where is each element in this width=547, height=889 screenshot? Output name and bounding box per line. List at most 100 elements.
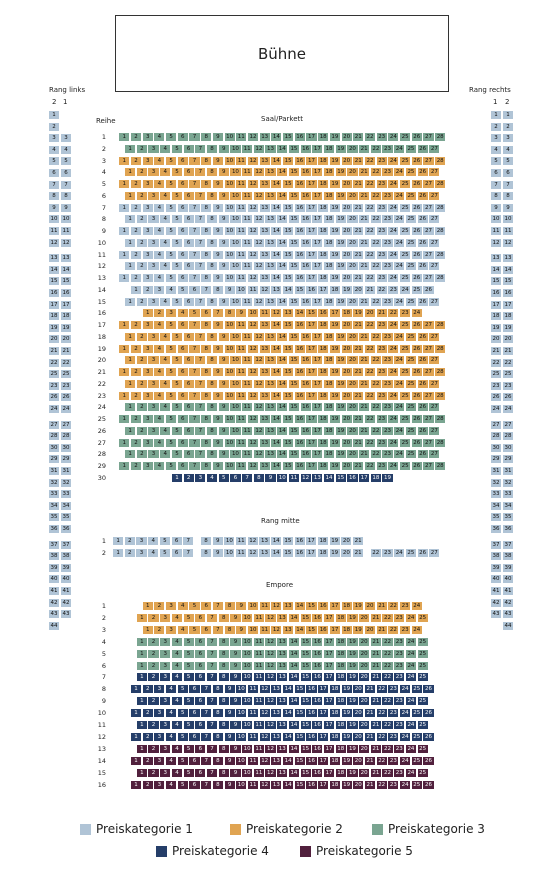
seat[interactable]: 12	[300, 473, 311, 482]
seat[interactable]: 7	[206, 768, 218, 777]
seat[interactable]: 21	[353, 391, 364, 400]
seat[interactable]: 10	[224, 391, 235, 400]
seat[interactable]: 3	[154, 780, 165, 789]
seat[interactable]: 12	[265, 613, 276, 622]
seat[interactable]: 6	[201, 602, 212, 610]
seat[interactable]: 3	[142, 438, 153, 447]
seat[interactable]: 27	[423, 391, 434, 400]
seat[interactable]: 22	[382, 744, 393, 753]
seat[interactable]: 19	[347, 613, 358, 622]
seat[interactable]: 24	[388, 415, 399, 423]
seat[interactable]: 11	[236, 438, 247, 447]
rang-rechts-seat[interactable]: 3	[503, 134, 513, 143]
seat[interactable]: 13	[277, 673, 288, 682]
seat[interactable]: 24	[388, 274, 399, 282]
seat[interactable]: 14	[277, 403, 288, 412]
seat[interactable]: 7	[212, 602, 223, 610]
seat[interactable]: 22	[364, 250, 376, 259]
seat[interactable]: 14	[271, 274, 282, 282]
seat[interactable]: 8	[224, 602, 235, 610]
seat[interactable]: 6	[177, 133, 188, 141]
seat[interactable]: 23	[382, 215, 393, 224]
seat[interactable]: 14	[288, 673, 300, 682]
seat[interactable]: 22	[370, 144, 381, 153]
seat[interactable]: 15	[283, 438, 294, 447]
seat[interactable]: 22	[364, 203, 376, 212]
seat[interactable]: 10	[230, 191, 241, 200]
seat[interactable]: 13	[265, 238, 276, 247]
seat[interactable]: 26	[423, 780, 434, 789]
seat[interactable]: 17	[306, 344, 317, 353]
seat[interactable]: 1	[119, 250, 130, 259]
seat[interactable]: 27	[429, 144, 440, 153]
seat[interactable]: 9	[230, 673, 241, 682]
seat[interactable]: 5	[177, 732, 188, 741]
seat[interactable]: 28	[435, 274, 446, 282]
seat[interactable]: 20	[341, 274, 352, 282]
seat[interactable]: 17	[323, 637, 335, 646]
seat[interactable]: 19	[335, 262, 346, 271]
seat[interactable]: 7	[195, 191, 206, 200]
seat[interactable]: 13	[259, 180, 270, 188]
seat[interactable]: 6	[195, 661, 206, 670]
seat[interactable]: 9	[230, 649, 241, 658]
seat[interactable]: 24	[388, 133, 399, 141]
seat[interactable]: 7	[195, 262, 206, 271]
seat[interactable]: 1	[119, 227, 130, 235]
seat[interactable]: 14	[283, 732, 294, 741]
rang-links-seat[interactable]: 10	[61, 215, 71, 224]
seat[interactable]: 22	[364, 227, 376, 235]
seat[interactable]: 6	[195, 744, 206, 753]
seat[interactable]: 11	[242, 144, 253, 153]
seat[interactable]: 8	[201, 368, 212, 376]
seat[interactable]: 8	[212, 709, 223, 718]
seat[interactable]: 8	[212, 780, 223, 789]
seat[interactable]: 22	[370, 379, 381, 388]
seat[interactable]: 3	[148, 426, 159, 435]
seat[interactable]: 2	[148, 661, 159, 670]
rang-links-seat[interactable]: 34	[49, 501, 59, 510]
seat[interactable]: 15	[288, 297, 300, 306]
rang-links-seat[interactable]: 27	[49, 420, 59, 429]
seat[interactable]: 11	[259, 625, 270, 634]
seat[interactable]: 27	[423, 438, 434, 447]
seat[interactable]: 4	[171, 613, 183, 622]
seat[interactable]: 27	[423, 227, 434, 235]
seat[interactable]: 4	[154, 156, 165, 165]
seat[interactable]: 3	[148, 215, 159, 224]
seat[interactable]: 13	[259, 549, 270, 557]
seat[interactable]: 20	[341, 250, 352, 259]
seat[interactable]: 16	[312, 673, 323, 682]
seat[interactable]: 1	[136, 649, 147, 658]
seat[interactable]: 18	[323, 238, 335, 247]
seat[interactable]: 18	[323, 262, 335, 271]
seat[interactable]: 22	[376, 685, 387, 694]
seat[interactable]: 11	[259, 602, 270, 610]
seat[interactable]: 19	[347, 697, 358, 706]
seat[interactable]: 10	[242, 721, 253, 729]
rang-rechts-seat[interactable]: 12	[491, 238, 501, 247]
seat[interactable]: 23	[388, 285, 399, 294]
rang-rechts-seat[interactable]: 21	[491, 347, 501, 355]
seat[interactable]: 20	[353, 285, 364, 294]
seat[interactable]: 12	[253, 262, 264, 271]
seat[interactable]: 15	[306, 309, 317, 318]
seat[interactable]: 27	[429, 356, 440, 365]
seat[interactable]: 12	[253, 356, 264, 365]
seat[interactable]: 19	[335, 332, 346, 341]
seat[interactable]: 22	[364, 344, 376, 353]
rang-links-seat[interactable]: 12	[49, 238, 59, 247]
rang-rechts-seat[interactable]: 5	[491, 157, 501, 166]
seat[interactable]: 14	[277, 297, 288, 306]
seat[interactable]: 1	[119, 274, 130, 282]
seat[interactable]: 9	[224, 285, 235, 294]
seat[interactable]: 14	[271, 549, 282, 557]
seat[interactable]: 20	[359, 697, 370, 706]
seat[interactable]: 19	[335, 403, 346, 412]
seat[interactable]: 21	[364, 732, 376, 741]
seat[interactable]: 23	[382, 356, 393, 365]
seat[interactable]: 23	[394, 673, 405, 682]
rang-links-seat[interactable]: 40	[49, 575, 59, 584]
seat[interactable]: 18	[318, 415, 329, 423]
seat[interactable]: 20	[347, 356, 358, 365]
